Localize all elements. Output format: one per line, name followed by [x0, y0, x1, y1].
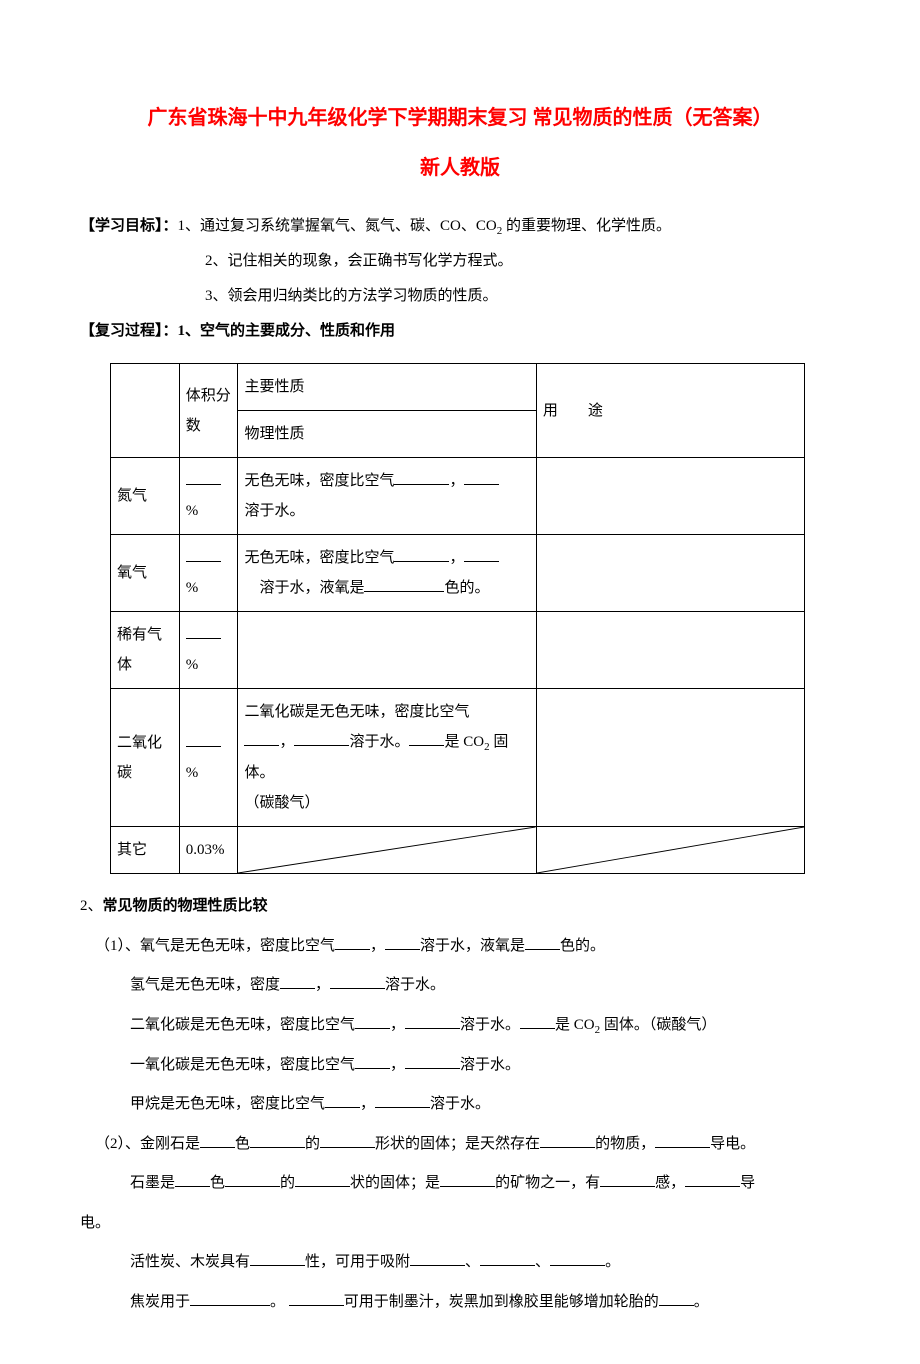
header-main-prop: 主要性质 — [238, 364, 536, 411]
row-noble: 稀有气体 % — [111, 612, 805, 689]
section2-heading-text: 常见物质的物理性质比较 — [103, 898, 268, 914]
para-graphite: 石墨是色的状的固体；是的矿物之一，有感，导 — [80, 1166, 840, 1201]
header-blank — [111, 364, 180, 458]
para-methane: 甲烷是无色无味，密度比空气，溶于水。 — [80, 1087, 840, 1122]
other-use-diag — [536, 827, 804, 874]
noble-use — [536, 612, 804, 689]
para-oxygen: （1）、氧气是无色无味，密度比空气，溶于水，液氧是色的。 — [80, 929, 840, 964]
other-prop-diag — [238, 827, 536, 874]
para-hydrogen: 氢气是无色无味，密度，溶于水。 — [80, 968, 840, 1003]
row-other: 其它 0.03% — [111, 827, 805, 874]
review-h1: 1、空气的主要成分、性质和作用 — [178, 323, 396, 339]
main-title: 广东省珠海十中九年级化学下学期期末复习 常见物质的性质（无答案） — [80, 100, 840, 136]
air-composition-table: 体积分数 主要性质 用 途 物理性质 氮气 % 无色无味，密度比空气， 溶于水。… — [110, 363, 805, 874]
goal-1: 【学习目标】：1、通过复习系统掌握氧气、氮气、碳、CO、CO2 的重要物理、化学… — [80, 210, 840, 243]
para-diamond: （2）、金刚石是色的形状的固体；是天然存在的物质，导电。 — [80, 1127, 840, 1162]
oxygen-prop: 无色无味，密度比空气， 溶于水，液氧是色的。 — [238, 535, 536, 612]
section2-heading-real: 2、常见物质的物理性质比较 — [80, 889, 840, 924]
co2-name: 二氧化碳 — [111, 689, 180, 827]
oxygen-pct: % — [179, 535, 238, 612]
co2-prop: 二氧化碳是无色无味，密度比空气 ，溶于水。是 CO2 固体。 （碳酸气） — [238, 689, 536, 827]
para-charcoal: 活性炭、木炭具有性，可用于吸附、、。 — [80, 1245, 840, 1280]
oxygen-name: 氧气 — [111, 535, 180, 612]
header-phys-prop: 物理性质 — [238, 411, 536, 458]
noble-name: 稀有气体 — [111, 612, 180, 689]
nitrogen-pct: % — [179, 458, 238, 535]
goal-3: 3、领会用归纳类比的方法学习物质的性质。 — [80, 280, 840, 313]
para-coke: 焦炭用于。 可用于制墨汁，炭黑加到橡胶里能够增加轮胎的。 — [80, 1285, 840, 1320]
review-heading: 【复习过程】：1、空气的主要成分、性质和作用 — [80, 315, 840, 348]
goal-1-text-pre: 1、通过复习系统掌握氧气、氮气、碳、CO、CO — [178, 218, 497, 234]
co2-pct: % — [179, 689, 238, 827]
para-co: 一氧化碳是无色无味，密度比空气，溶于水。 — [80, 1048, 840, 1083]
para-graphite-end: 电。 — [80, 1206, 840, 1241]
other-pct: 0.03% — [179, 827, 238, 874]
row-nitrogen: 氮气 % 无色无味，密度比空气， 溶于水。 — [111, 458, 805, 535]
review-label: 【复习过程】： — [80, 323, 178, 339]
para-co2: 二氧化碳是无色无味，密度比空气，溶于水。是 CO2 固体。（碳酸气） — [80, 1008, 840, 1043]
nitrogen-use — [536, 458, 804, 535]
goal-2: 2、记住相关的现象，会正确书写化学方程式。 — [80, 245, 840, 278]
noble-pct: % — [179, 612, 238, 689]
oxygen-use — [536, 535, 804, 612]
header-use: 用 途 — [536, 364, 804, 458]
subtitle: 新人教版 — [80, 146, 840, 190]
other-name: 其它 — [111, 827, 180, 874]
goal-1-text-suf: 的重要物理、化学性质。 — [502, 218, 671, 234]
table-header-row: 体积分数 主要性质 用 途 — [111, 364, 805, 411]
header-volume: 体积分数 — [179, 364, 238, 458]
row-oxygen: 氧气 % 无色无味，密度比空气， 溶于水，液氧是色的。 — [111, 535, 805, 612]
co2-use — [536, 689, 804, 827]
goal-label: 【学习目标】： — [80, 218, 178, 234]
nitrogen-name: 氮气 — [111, 458, 180, 535]
nitrogen-prop: 无色无味，密度比空气， 溶于水。 — [238, 458, 536, 535]
noble-prop — [238, 612, 536, 689]
row-co2: 二氧化碳 % 二氧化碳是无色无味，密度比空气 ，溶于水。是 CO2 固体。 （碳… — [111, 689, 805, 827]
